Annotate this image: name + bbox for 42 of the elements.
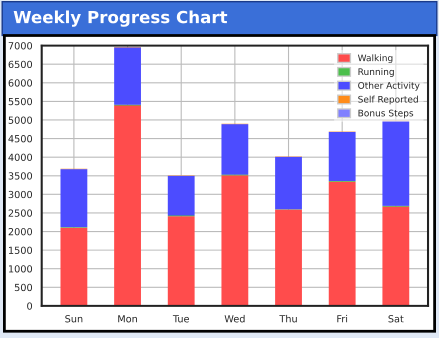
y-tick-label: 2000 <box>8 228 32 236</box>
y-tick-label: 4500 <box>8 135 32 142</box>
y-tick-label: 5500 <box>8 98 32 106</box>
x-tick-label: Thu <box>279 314 297 322</box>
bar <box>328 132 356 181</box>
legend-label: Bonus Steps <box>358 110 414 118</box>
y-tick-label: 500 <box>14 284 32 292</box>
x-tick-label: Fri <box>337 314 348 322</box>
y-tick-label: 5000 <box>8 116 32 124</box>
legend-label: Other Activity <box>358 82 420 91</box>
y-tick-label: 6500 <box>8 60 32 68</box>
legend-label: Running <box>358 68 394 77</box>
bar <box>60 228 88 306</box>
legend-label: Walking <box>358 54 392 64</box>
y-tick-label: 1000 <box>9 265 32 273</box>
bar <box>275 156 302 210</box>
y-tick-label: 1500 <box>9 246 32 254</box>
y-tick-label: 3000 <box>8 190 32 198</box>
bar <box>328 182 356 306</box>
bar <box>114 105 141 306</box>
x-tick-label: Mon <box>118 315 137 322</box>
x-tick-label: Tue <box>172 315 189 322</box>
bar <box>275 210 302 306</box>
bar <box>221 175 248 306</box>
y-tick-label: 3500 <box>8 172 32 180</box>
bar <box>168 176 195 216</box>
bar <box>114 47 141 105</box>
bar <box>168 216 195 306</box>
bar <box>60 169 88 228</box>
bar <box>221 124 248 175</box>
bar <box>382 121 410 206</box>
y-tick-label: 4000 <box>8 154 32 161</box>
bar <box>382 206 410 306</box>
y-tick-label: 6000 <box>8 79 32 87</box>
x-tick-label: Sat <box>388 315 404 322</box>
y-tick-label: 2500 <box>8 209 32 217</box>
chart-title: Weekly Progress Chart <box>14 10 228 27</box>
x-tick-label: Wed <box>224 314 245 322</box>
y-tick-label: 7000 <box>8 42 32 50</box>
y-tick-label: 0 <box>27 302 32 310</box>
legend-label: Self Reported <box>358 96 418 104</box>
x-tick-label: Sun <box>65 315 82 322</box>
